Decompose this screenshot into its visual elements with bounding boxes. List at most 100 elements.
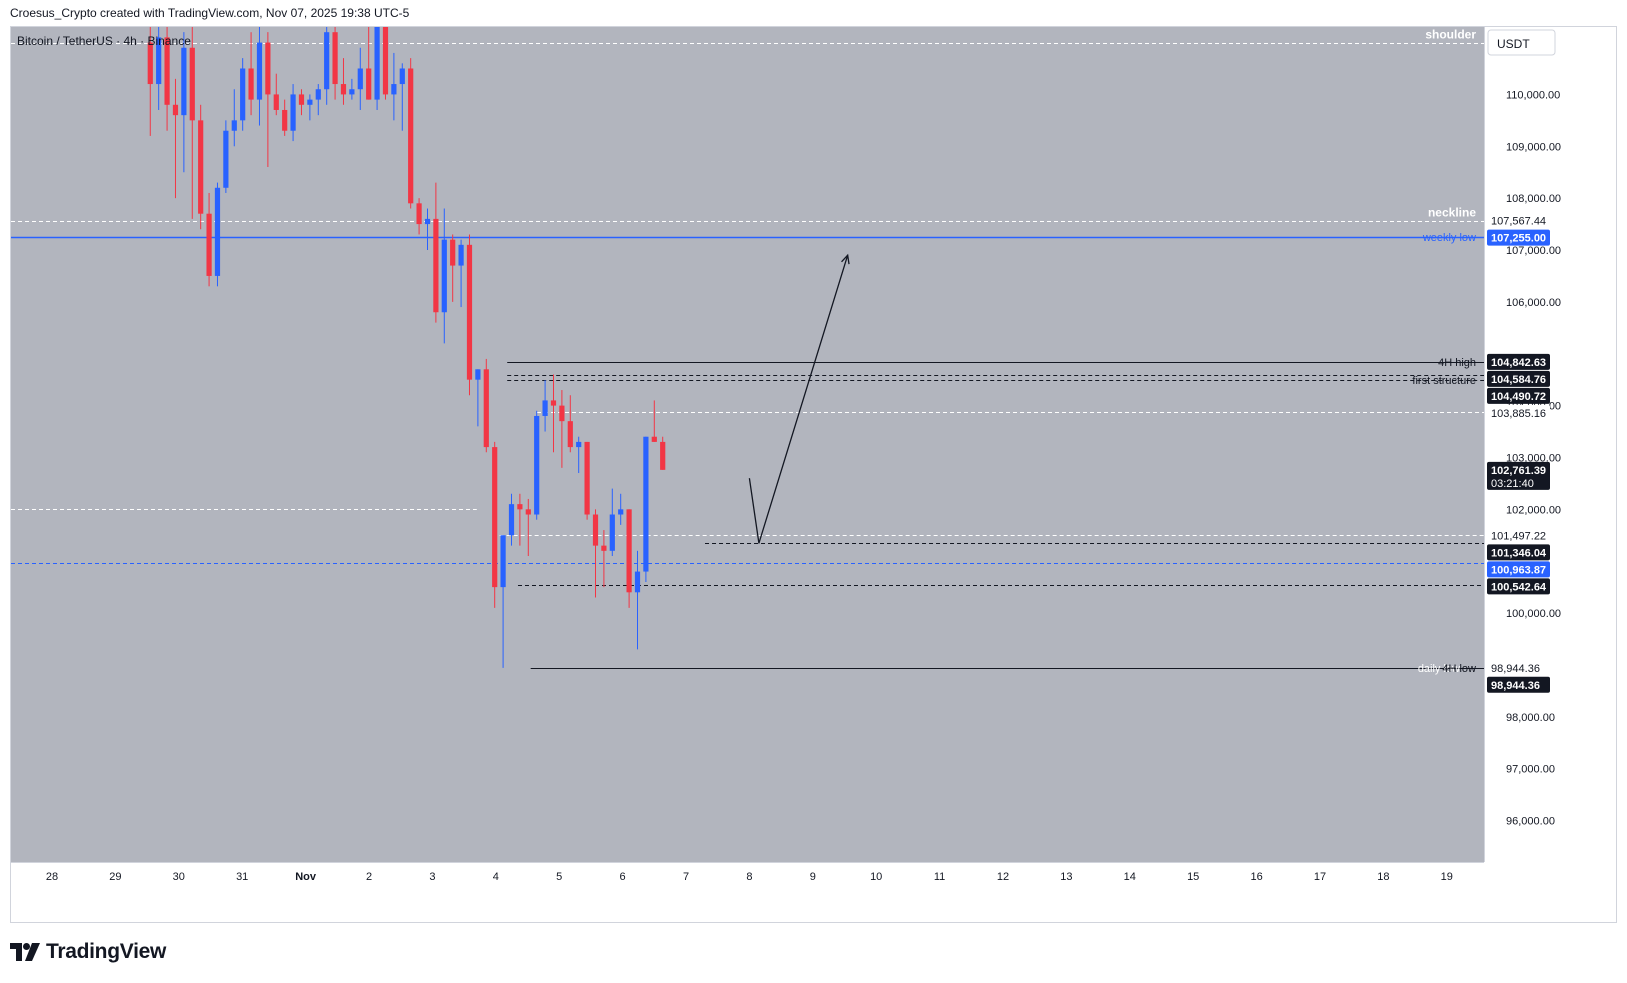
candle — [626, 509, 632, 608]
symbol-title: Bitcoin / TetherUS · 4h · Binance — [17, 34, 191, 48]
candle-body — [618, 509, 624, 515]
time-tick-label: 11 — [934, 871, 945, 883]
tradingview-logo[interactable]: TradingView — [10, 938, 166, 966]
drawing-lines — [11, 43, 1484, 669]
line-label: shoulder — [1425, 28, 1476, 42]
price-tick-label: 109,000.00 — [1506, 141, 1561, 153]
time-tick-label: 12 — [997, 871, 1009, 883]
time-tick-label: 4 — [493, 871, 499, 883]
candle-body — [576, 441, 582, 448]
candle — [634, 550, 641, 650]
candle — [483, 358, 489, 453]
candle — [231, 89, 237, 147]
line-label: weekly low — [1422, 232, 1476, 244]
price-tag: 101,497.22 — [1487, 527, 1550, 544]
time-tick-label: 17 — [1314, 871, 1326, 883]
candle — [500, 535, 506, 668]
price-tag-bg — [1487, 659, 1550, 676]
candle — [349, 78, 355, 100]
price-tag: 104,584.76 — [1487, 370, 1550, 387]
candle — [567, 395, 573, 453]
candle — [206, 192, 212, 287]
candles — [147, 27, 666, 668]
price-tag-bg — [1487, 353, 1550, 370]
price-tag-value: 104,490.72 — [1491, 391, 1546, 403]
candle-body — [450, 239, 456, 266]
candle-body — [601, 545, 607, 551]
candle — [315, 84, 321, 116]
time-tick-label: 31 — [236, 871, 248, 883]
currency-button[interactable]: USDT — [1487, 29, 1556, 56]
plot-area[interactable] — [11, 27, 1484, 862]
candlestick-chart[interactable]: shoulder neckline weekly low 4H high first s… — [11, 27, 1616, 922]
candle — [651, 400, 657, 442]
price-tag-value: 104,842.63 — [1491, 357, 1546, 369]
price-tick-label: 100,000.00 — [1506, 608, 1561, 620]
candle-body — [660, 441, 666, 470]
price-tag-bg — [1487, 676, 1550, 693]
candle — [256, 27, 263, 126]
candle — [374, 27, 380, 110]
candle-body — [240, 68, 246, 121]
time-tick-label: 29 — [109, 871, 121, 883]
price-tag: 100,963.87 — [1487, 561, 1550, 578]
price-tag: 101,346.04 — [1487, 544, 1550, 561]
price-tag: 104,490.72 — [1487, 387, 1550, 404]
candle-body — [349, 89, 355, 95]
candle-body — [181, 47, 187, 116]
candle — [282, 99, 288, 136]
candle-body — [265, 42, 271, 95]
candle — [214, 182, 221, 287]
candle-body — [567, 421, 573, 448]
price-tag-value: 102,761.39 — [1491, 465, 1546, 477]
candle — [172, 78, 179, 199]
candle-body — [508, 504, 515, 536]
candle-body — [441, 239, 447, 313]
candle — [307, 94, 313, 121]
candle-body — [643, 436, 649, 572]
candle — [643, 436, 649, 582]
tradingview-wordmark: TradingView — [46, 940, 167, 963]
candle — [618, 493, 624, 525]
candle — [357, 47, 363, 110]
candle-body — [332, 32, 338, 85]
candle-body — [559, 405, 565, 422]
chart-container[interactable]: shoulder neckline weekly low 4H high first s… — [10, 26, 1617, 923]
candle-body — [231, 120, 237, 131]
price-tag-value: 104,584.76 — [1491, 374, 1546, 386]
candle — [147, 27, 153, 136]
price-tick-label: 108,000.00 — [1506, 193, 1561, 205]
candle-body — [399, 68, 405, 85]
price-tag-bg — [1487, 212, 1550, 229]
price-tag-bg — [1487, 544, 1550, 561]
price-tag: 98,944.36 — [1487, 676, 1550, 693]
price-tag-value: 103,885.16 — [1491, 408, 1546, 420]
candle-body — [290, 94, 296, 131]
time-tick-label: 13 — [1060, 871, 1072, 883]
projection-arrow — [748, 253, 850, 544]
price-tag-bg — [1487, 578, 1550, 595]
price-tag: 107,255.00 — [1487, 229, 1550, 246]
candle-body — [366, 68, 372, 100]
candle — [475, 369, 481, 427]
price-tick-label: 98,000.00 — [1506, 712, 1555, 724]
candle-body — [634, 571, 641, 593]
candle — [450, 234, 456, 302]
price-tag-bg — [1487, 461, 1550, 490]
candle — [181, 32, 187, 173]
candle-body — [651, 436, 657, 442]
candle-body — [424, 218, 431, 225]
candle-body — [483, 369, 489, 448]
candle-body — [198, 120, 204, 214]
price-tick-label: 107,000.00 — [1506, 245, 1561, 257]
time-tick-label: 6 — [620, 871, 626, 883]
candle — [508, 493, 515, 546]
candle-body — [466, 244, 473, 380]
candle-body — [609, 514, 615, 551]
candle-body — [584, 441, 590, 515]
price-tag-bg — [1487, 229, 1550, 246]
line-label-secondary: daily low — [1418, 663, 1460, 675]
currency-label: USDT — [1497, 37, 1530, 51]
candle — [559, 390, 565, 468]
projection-path — [748, 255, 849, 544]
